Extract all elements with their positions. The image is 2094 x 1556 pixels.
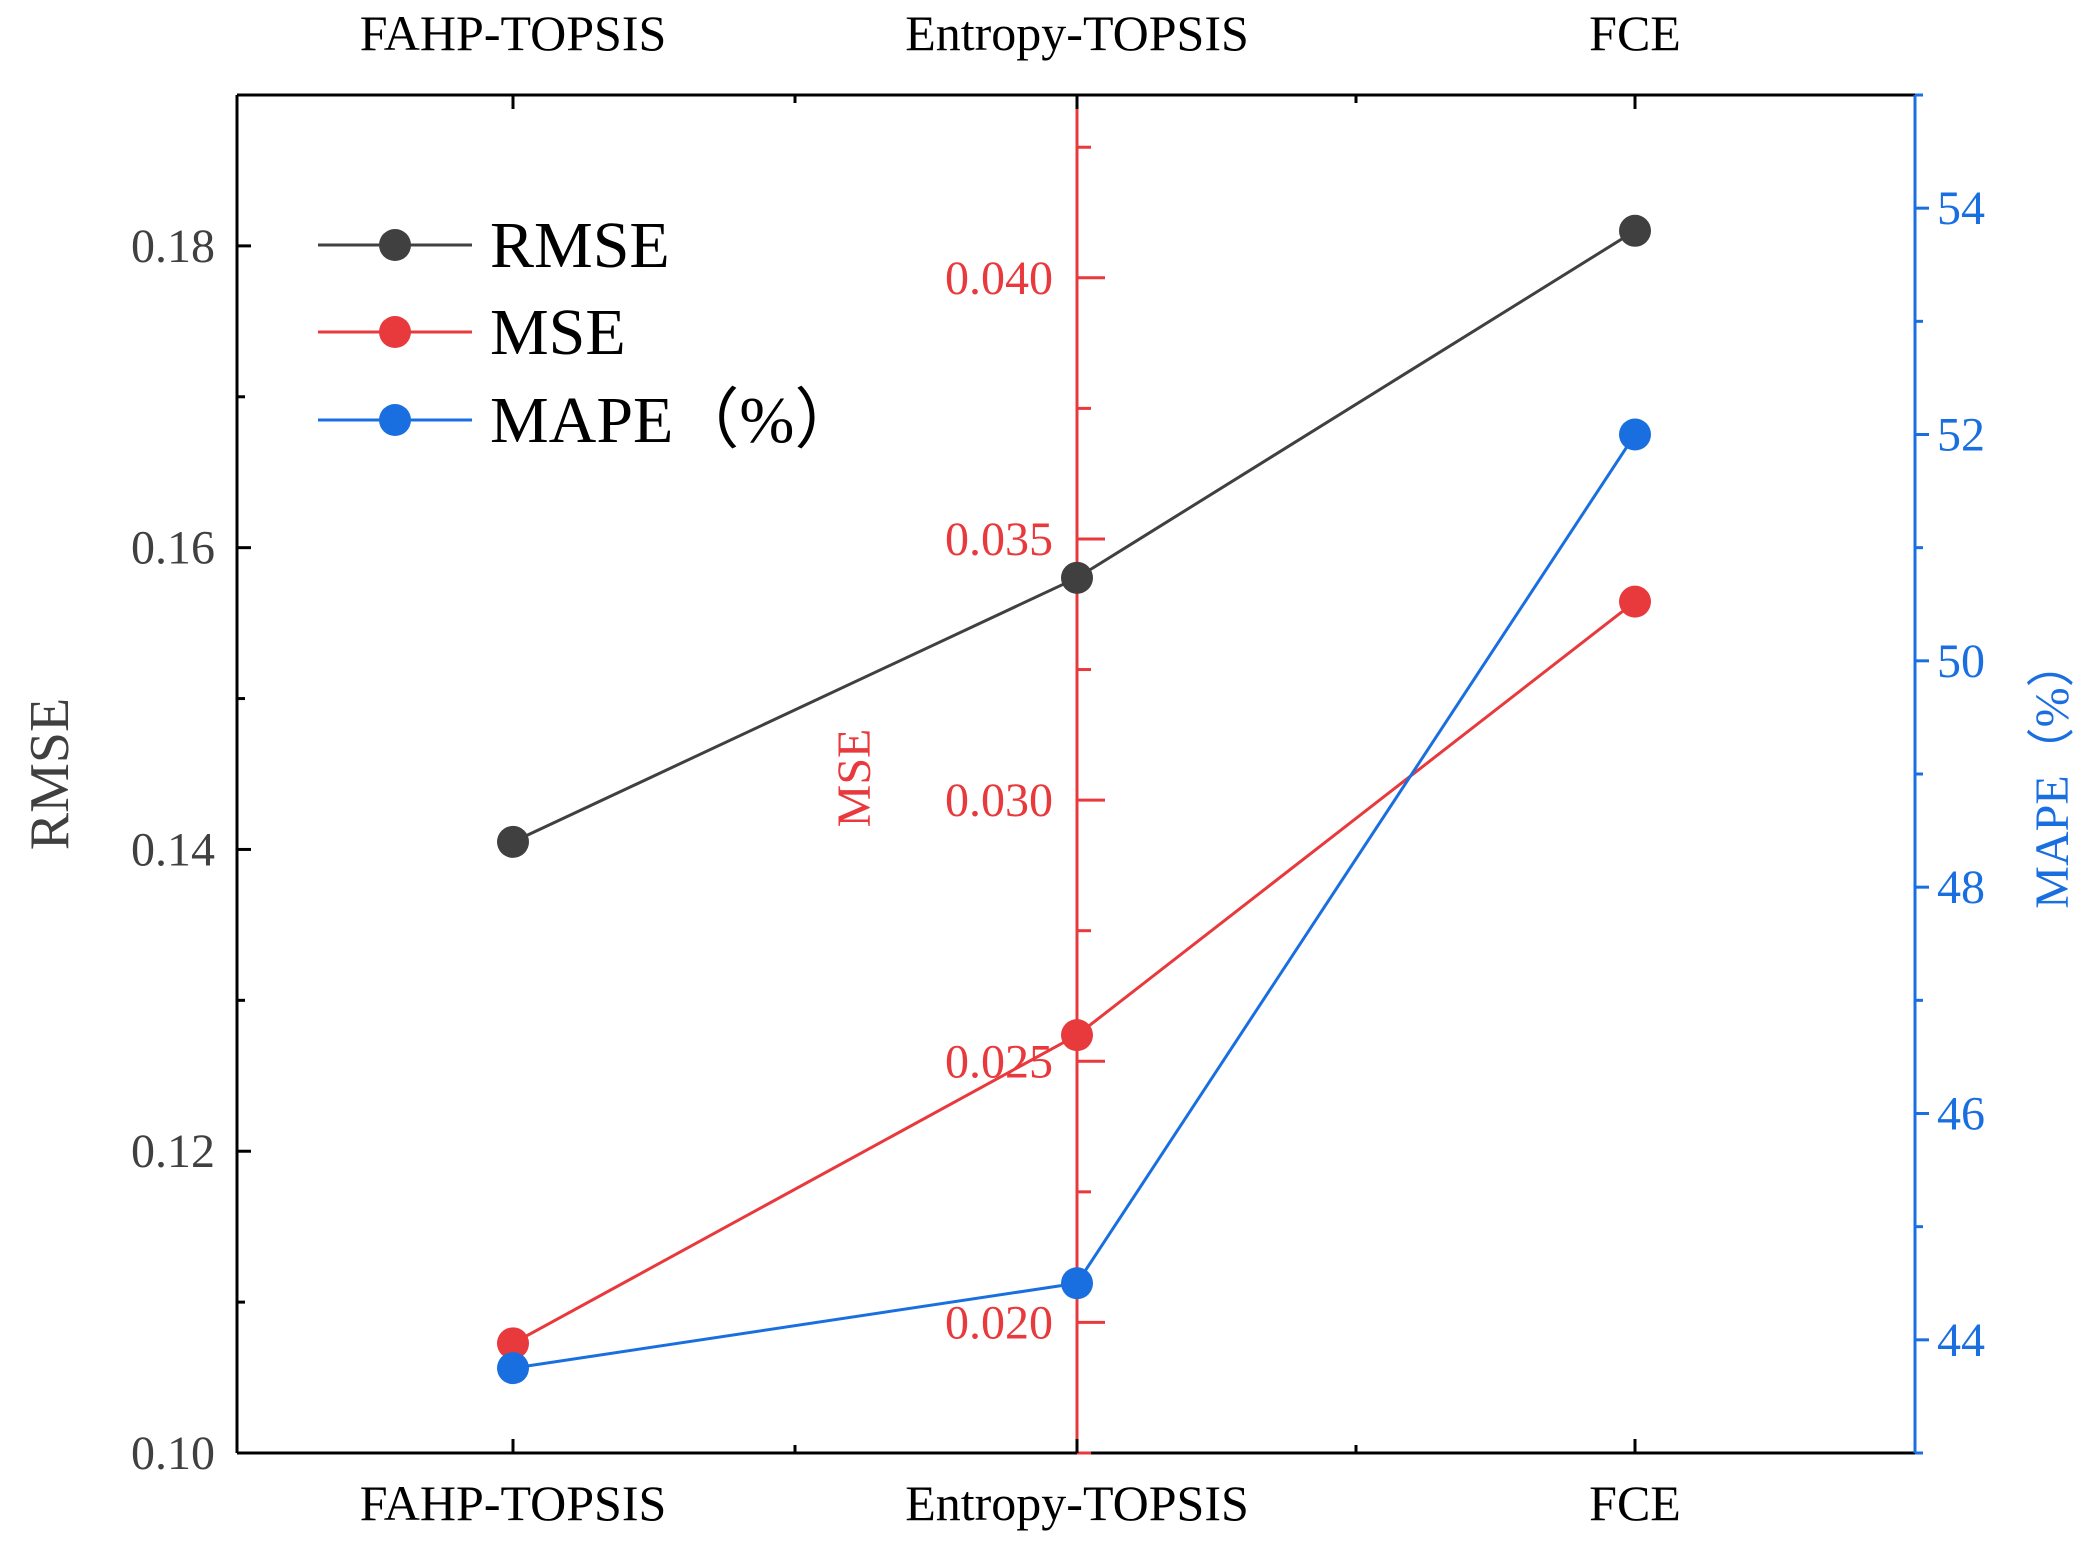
data-point-middle	[497, 1327, 529, 1360]
right-tick-label: 44	[1937, 1314, 1985, 1367]
bottom-category-label: FAHP-TOPSIS	[360, 1475, 667, 1531]
left-tick-label: 0.16	[131, 522, 215, 575]
plot-series	[497, 214, 1651, 1385]
data-point-middle	[1061, 1019, 1093, 1052]
legend-label: RMSE	[490, 209, 670, 282]
data-point-left	[1619, 214, 1651, 247]
right-tick-label: 50	[1937, 635, 1985, 688]
left-tick-label: 0.14	[131, 823, 215, 876]
left-axis: 0.10 0.12 0.14 0.16 0.18 RMSE	[19, 220, 251, 1480]
middle-axis: 0.020 0.025 0.030 0.035 0.040 MSE	[828, 95, 1105, 1455]
right-tick-label: 52	[1937, 409, 1985, 462]
series-line-middle	[512, 600, 1636, 1345]
middle-tick-label: 0.035	[945, 513, 1053, 566]
data-point-left	[1061, 561, 1093, 594]
left-axis-title: RMSE	[19, 698, 81, 851]
right-axis: 44 46 48 50 52 54 MAPE（%）	[1915, 93, 2079, 1455]
right-axis-title: MAPE（%）	[2026, 639, 2079, 908]
middle-axis-title: MSE	[828, 729, 881, 828]
left-tick-label: 0.12	[131, 1125, 215, 1178]
top-category-label: FCE	[1589, 5, 1681, 61]
legend: RMSE MSE MAPE（%）	[318, 209, 860, 457]
bottom-category-label: Entropy-TOPSIS	[905, 1475, 1249, 1531]
right-tick-label: 48	[1937, 861, 1985, 914]
middle-tick-label: 0.025	[945, 1035, 1053, 1088]
data-point-right	[1061, 1267, 1093, 1300]
left-tick-label: 0.10	[131, 1427, 215, 1480]
top-category-label: FAHP-TOPSIS	[360, 5, 667, 61]
data-point-right	[497, 1352, 529, 1385]
middle-tick-label: 0.030	[945, 774, 1053, 827]
left-tick-label: 0.18	[131, 220, 215, 273]
bottom-category-label: FCE	[1589, 1475, 1681, 1531]
right-tick-label: 46	[1937, 1088, 1985, 1141]
legend-marker	[379, 229, 411, 261]
legend-marker	[379, 316, 411, 348]
category-axis: FAHP-TOPSIS FAHP-TOPSIS Entropy-TOPSIS Entr…	[360, 5, 1681, 1531]
right-tick-label: 54	[1937, 182, 1985, 235]
middle-tick-label: 0.020	[945, 1296, 1053, 1349]
data-point-middle	[1619, 585, 1651, 618]
legend-label: MAPE（%）	[490, 384, 860, 457]
legend-marker	[379, 404, 411, 436]
middle-tick-label: 0.040	[945, 252, 1053, 305]
data-point-left	[497, 825, 529, 858]
legend-label: MSE	[490, 296, 626, 369]
series-line-left	[512, 229, 1636, 844]
top-category-label: Entropy-TOPSIS	[905, 5, 1249, 61]
data-point-right	[1619, 418, 1651, 451]
